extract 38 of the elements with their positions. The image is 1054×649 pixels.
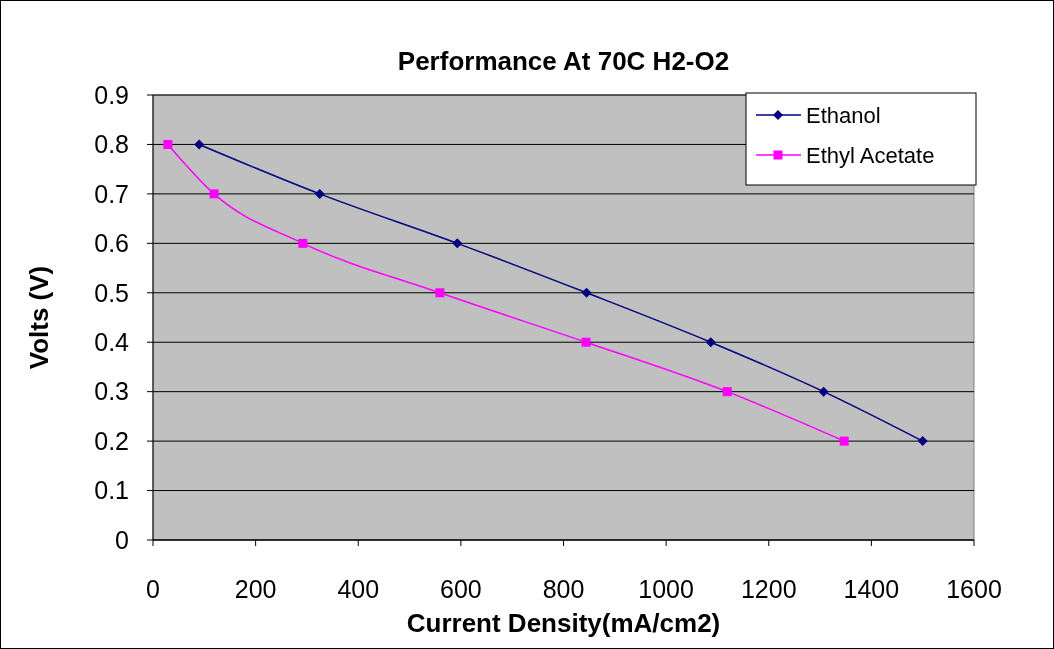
x-tick-label: 600 [440, 575, 482, 603]
x-tick-label: 800 [542, 575, 585, 603]
point [818, 386, 829, 397]
point [705, 337, 716, 348]
point [298, 238, 308, 248]
point [209, 189, 219, 199]
x-tick-label: 400 [337, 575, 380, 603]
x-axis-title: Current Density(mA/cm2) [406, 608, 721, 638]
x-tick-label: 200 [234, 575, 277, 603]
point [839, 436, 849, 446]
y-tick-label: 0.5 [94, 278, 129, 307]
point [581, 287, 592, 298]
x-tick-label: 1200 [740, 575, 797, 603]
point [194, 139, 205, 150]
y-tick-label: 0.6 [94, 229, 129, 258]
y-tick-label: 0.8 [94, 130, 129, 159]
y-tick-label: 0.7 [94, 179, 129, 208]
point [452, 238, 463, 249]
x-tick-label: 1600 [946, 575, 1002, 603]
point [163, 139, 173, 149]
y-tick-label: 0.1 [94, 476, 129, 505]
point [917, 436, 928, 447]
chart-title: Performance At 70C H2-O2 [397, 46, 730, 76]
y-axis-title: Volts (V) [24, 265, 54, 370]
x-tick-label: 1400 [843, 575, 900, 603]
legend-label: Ethanol [806, 102, 881, 128]
y-tick-label: 0.4 [94, 327, 130, 356]
point [581, 337, 591, 347]
y-tick-label: 0.9 [94, 80, 129, 109]
y-tick-label: 0.2 [94, 426, 129, 455]
y-tick-label: 0 [115, 525, 129, 554]
point [435, 288, 445, 298]
y-tick-label: 0.3 [94, 377, 129, 406]
point [722, 387, 732, 397]
x-tick-label: 0 [146, 575, 160, 603]
point [314, 188, 325, 199]
legend-label: Ethyl Acetate [806, 142, 935, 168]
x-tick-label: 1000 [638, 575, 694, 603]
